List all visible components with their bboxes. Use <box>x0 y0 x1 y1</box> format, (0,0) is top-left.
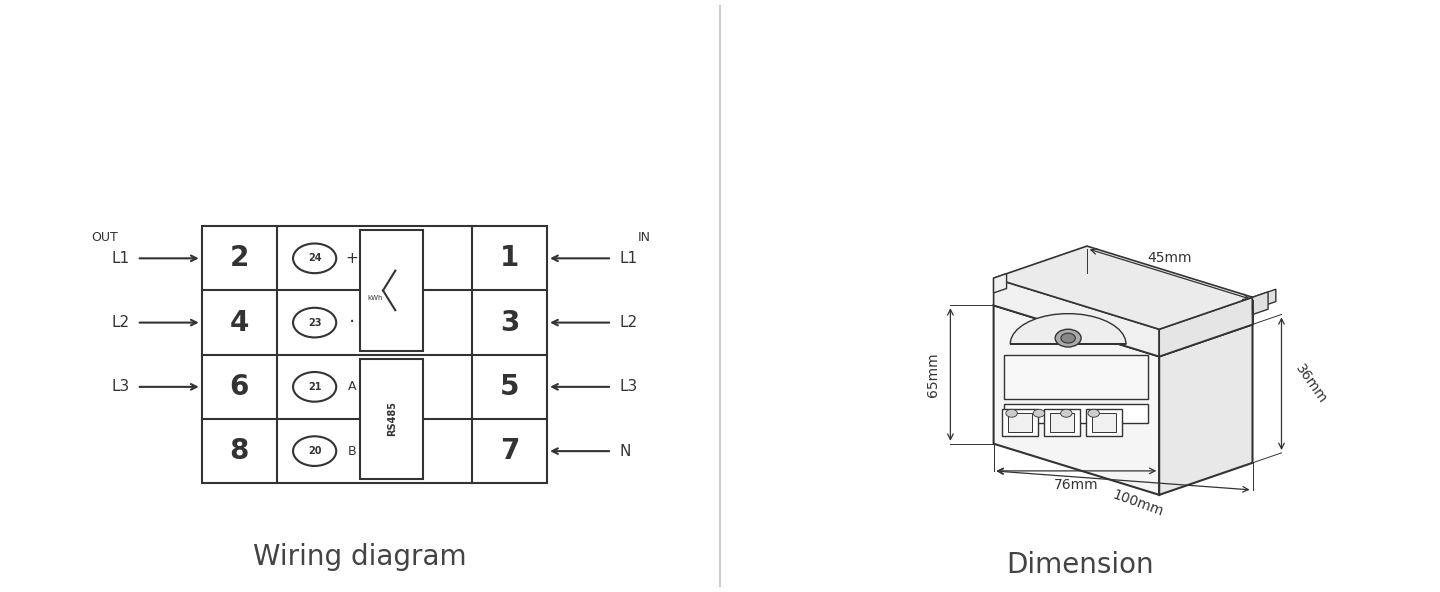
Bar <box>1044 409 1080 436</box>
Text: 21: 21 <box>308 382 321 392</box>
Text: kWh: kWh <box>367 295 383 301</box>
Polygon shape <box>994 274 1007 293</box>
Text: 23: 23 <box>308 317 321 327</box>
Polygon shape <box>1253 292 1269 314</box>
Text: A: A <box>348 380 356 393</box>
Text: L1: L1 <box>111 251 130 266</box>
Circle shape <box>1089 409 1100 417</box>
Text: ·: · <box>348 313 356 332</box>
Bar <box>360 230 423 351</box>
Text: N: N <box>619 443 631 459</box>
Circle shape <box>1005 409 1017 417</box>
Polygon shape <box>1159 297 1253 356</box>
Text: RS485: RS485 <box>387 401 396 436</box>
Bar <box>360 359 423 480</box>
Text: Wiring and Dimension: Wiring and Dimension <box>425 26 1015 72</box>
Text: 65mm: 65mm <box>926 352 940 397</box>
Bar <box>1092 413 1116 432</box>
Text: 76mm: 76mm <box>1054 478 1099 493</box>
Bar <box>1086 409 1122 436</box>
Circle shape <box>1061 333 1076 343</box>
Polygon shape <box>994 278 1159 356</box>
Circle shape <box>1060 409 1071 417</box>
Text: 100mm: 100mm <box>1110 488 1165 519</box>
Text: L3: L3 <box>619 379 638 394</box>
Text: 36mm: 36mm <box>1292 361 1329 406</box>
Circle shape <box>1034 409 1045 417</box>
Text: 8: 8 <box>230 437 249 465</box>
Text: Dimension: Dimension <box>1007 551 1153 579</box>
Polygon shape <box>1253 289 1276 310</box>
Text: IN: IN <box>638 231 651 244</box>
Text: 45mm: 45mm <box>1148 251 1192 265</box>
Text: OUT: OUT <box>91 231 118 244</box>
Circle shape <box>1056 329 1081 347</box>
Text: 4: 4 <box>230 308 249 337</box>
Polygon shape <box>994 274 1253 356</box>
Text: L2: L2 <box>111 315 130 330</box>
Text: 6: 6 <box>230 373 249 401</box>
Text: L2: L2 <box>619 315 638 330</box>
Bar <box>1005 355 1149 400</box>
Text: L3: L3 <box>111 379 130 394</box>
Text: 7: 7 <box>500 437 518 465</box>
Bar <box>1002 409 1038 436</box>
Text: 2: 2 <box>230 244 249 272</box>
Text: B: B <box>348 445 356 458</box>
Bar <box>1005 404 1149 423</box>
Polygon shape <box>1011 314 1126 344</box>
Text: L1: L1 <box>619 251 638 266</box>
Bar <box>202 226 547 483</box>
Bar <box>1008 413 1032 432</box>
Text: 24: 24 <box>308 253 321 263</box>
Text: 20: 20 <box>308 446 321 456</box>
Text: 3: 3 <box>500 308 518 337</box>
Polygon shape <box>1159 324 1253 495</box>
Polygon shape <box>994 246 1253 329</box>
Text: Wiring diagram: Wiring diagram <box>253 543 467 571</box>
Text: +: + <box>346 251 359 266</box>
Text: 5: 5 <box>500 373 520 401</box>
Polygon shape <box>994 305 1159 495</box>
Bar <box>1050 413 1074 432</box>
Text: 1: 1 <box>500 244 518 272</box>
